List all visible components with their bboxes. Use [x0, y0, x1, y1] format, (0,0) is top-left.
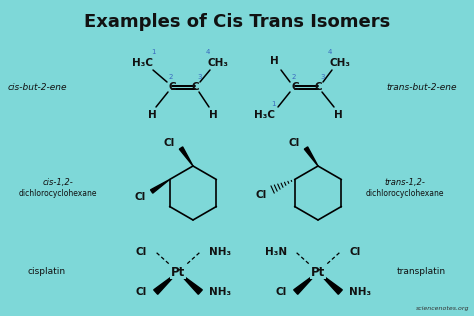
- Text: 3: 3: [198, 74, 202, 80]
- Text: dichlorocyclohexane: dichlorocyclohexane: [366, 189, 444, 198]
- Text: Pt: Pt: [311, 265, 325, 278]
- Text: H₃N: H₃N: [264, 247, 287, 257]
- Text: Cl: Cl: [255, 191, 266, 200]
- Text: Cl: Cl: [275, 287, 287, 297]
- Polygon shape: [179, 147, 193, 166]
- Polygon shape: [178, 272, 202, 294]
- Text: H: H: [209, 110, 218, 120]
- Text: 1: 1: [151, 49, 155, 55]
- Text: Examples of Cis Trans Isomers: Examples of Cis Trans Isomers: [84, 13, 390, 31]
- Polygon shape: [294, 272, 318, 294]
- Text: C: C: [291, 82, 299, 92]
- Text: Pt: Pt: [171, 265, 185, 278]
- Text: 4: 4: [328, 49, 332, 55]
- Text: C: C: [314, 82, 322, 92]
- Text: cis-but-2-ene: cis-but-2-ene: [7, 82, 67, 92]
- Text: dichlorocyclohexane: dichlorocyclohexane: [19, 189, 97, 198]
- Text: trans-but-2-ene: trans-but-2-ene: [387, 82, 457, 92]
- Text: NH₃: NH₃: [349, 287, 372, 297]
- Polygon shape: [151, 179, 170, 193]
- Text: H: H: [270, 56, 278, 66]
- Polygon shape: [154, 272, 178, 294]
- Text: Cl: Cl: [289, 138, 300, 148]
- Text: 3: 3: [321, 74, 325, 80]
- Text: 2: 2: [292, 74, 296, 80]
- Text: NH₃: NH₃: [210, 247, 231, 257]
- Text: NH₃: NH₃: [210, 287, 231, 297]
- Text: Cl: Cl: [349, 247, 361, 257]
- Text: cis-1,2-: cis-1,2-: [43, 179, 73, 187]
- Text: H: H: [334, 110, 342, 120]
- Text: cisplatin: cisplatin: [28, 268, 66, 276]
- Text: sciencenotes.org: sciencenotes.org: [416, 306, 469, 311]
- Text: Cl: Cl: [164, 138, 175, 148]
- Text: CH₃: CH₃: [329, 58, 350, 68]
- Text: C: C: [168, 82, 176, 92]
- Text: H₃C: H₃C: [133, 58, 154, 68]
- Polygon shape: [304, 147, 318, 166]
- Text: H: H: [147, 110, 156, 120]
- Text: trans-1,2-: trans-1,2-: [384, 179, 426, 187]
- Text: 1: 1: [271, 101, 275, 107]
- Text: H₃C: H₃C: [255, 110, 275, 120]
- Text: Cl: Cl: [136, 247, 147, 257]
- Text: transplatin: transplatin: [396, 268, 446, 276]
- Text: CH₃: CH₃: [208, 58, 228, 68]
- Polygon shape: [318, 272, 342, 294]
- Text: Cl: Cl: [136, 287, 147, 297]
- Text: Cl: Cl: [134, 192, 146, 203]
- Text: 4: 4: [206, 49, 210, 55]
- Text: C: C: [191, 82, 199, 92]
- Text: 2: 2: [169, 74, 173, 80]
